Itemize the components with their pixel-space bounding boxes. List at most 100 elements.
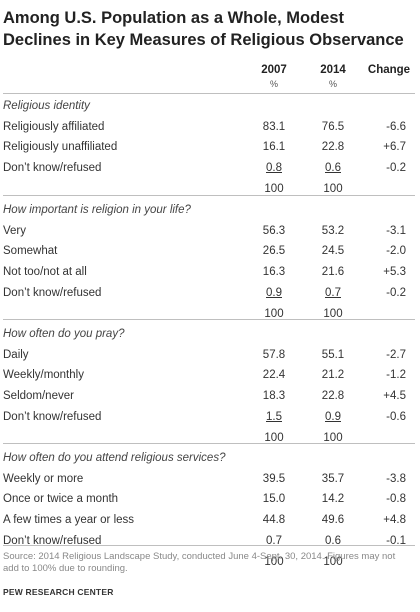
value-2007: 0.9 — [266, 286, 282, 299]
section-divider — [3, 195, 415, 196]
section-divider — [3, 93, 415, 94]
total-2007: 100 — [264, 555, 284, 568]
section-question: How important is religion in your life? — [0, 204, 420, 224]
row-label: Religiously affiliated — [3, 120, 105, 133]
value-2007: 18.3 — [262, 390, 286, 403]
value-change: +4.8 — [383, 514, 406, 527]
value-change: +4.5 — [383, 390, 406, 403]
value-2007: 22.4 — [262, 369, 286, 382]
table-row: Once or twice a month 15.0 14.2 -0.8 — [0, 493, 420, 513]
source-note: Source: 2014 Religious Landscape Study, … — [3, 551, 396, 574]
total-2007: 100 — [264, 182, 284, 195]
value-change: -0.8 — [386, 493, 406, 506]
section-divider — [3, 319, 415, 320]
section-question: Religious identity — [0, 100, 420, 120]
column-header-2014: 2014 — [320, 64, 346, 76]
organization-name: PEW RESEARCH CENTER — [3, 587, 114, 597]
value-change: -1.2 — [386, 369, 406, 382]
unit-label-2014: % — [328, 79, 337, 89]
column-header-2007: 2007 — [261, 64, 287, 76]
value-2007: 83.1 — [262, 120, 286, 133]
total-2007: 100 — [264, 431, 284, 444]
value-2014: 24.5 — [321, 245, 345, 258]
value-change: +5.3 — [383, 266, 406, 279]
total-2014: 100 — [323, 182, 343, 195]
value-change: -0.6 — [386, 410, 406, 423]
row-label: Don’t know/refused — [3, 162, 102, 175]
section-divider — [3, 443, 415, 444]
value-2007: 57.8 — [262, 348, 286, 361]
table-row: Seldom/never 18.3 22.8 +4.5 — [0, 390, 420, 410]
value-2007: 16.3 — [262, 266, 286, 279]
section-question: How often do you attend religious servic… — [0, 452, 420, 472]
total-row: 100 100 — [0, 556, 420, 576]
table-row: Somewhat 26.5 24.5 -2.0 — [0, 245, 420, 265]
table-row: Weekly or more 39.5 35.7 -3.8 — [0, 473, 420, 493]
question-label: How often do you attend religious servic… — [3, 452, 226, 464]
row-label: Very — [3, 224, 27, 237]
value-2014: 0.7 — [325, 286, 341, 299]
value-2007: 44.8 — [262, 514, 286, 527]
value-2007: 15.0 — [262, 493, 286, 506]
row-label: Somewhat — [3, 245, 58, 258]
table-row: Weekly/monthly 22.4 21.2 -1.2 — [0, 369, 420, 389]
value-2014: 76.5 — [321, 120, 345, 133]
row-label: Seldom/never — [3, 390, 74, 403]
value-2014: 0.6 — [325, 534, 341, 547]
value-change: -3.8 — [386, 472, 406, 485]
value-2014: 14.2 — [321, 493, 345, 506]
value-2007: 39.5 — [262, 472, 286, 485]
value-2007: 1.5 — [266, 410, 282, 423]
value-2014: 21.2 — [321, 369, 345, 382]
row-label: Don’t know/refused — [3, 286, 102, 299]
table-row: Don’t know/refused 1.5 0.9 -0.6 — [0, 411, 420, 431]
table-row: Not too/not at all 16.3 21.6 +5.3 — [0, 266, 420, 286]
value-change: -0.2 — [386, 286, 406, 299]
table-row: Religiously affiliated 83.1 76.5 -6.6 — [0, 121, 420, 141]
table-row: Daily 57.8 55.1 -2.7 — [0, 349, 420, 369]
table-row: A few times a year or less 44.8 49.6 +4.8 — [0, 514, 420, 534]
value-change: -6.6 — [386, 120, 406, 133]
total-row: 100 100 — [0, 308, 420, 328]
row-label: Weekly or more — [3, 472, 84, 485]
row-label: Don’t know/refused — [3, 534, 102, 547]
section-question: How often do you pray? — [0, 328, 420, 348]
value-2014: 35.7 — [321, 472, 345, 485]
value-2007: 0.7 — [266, 534, 282, 547]
row-label: Once or twice a month — [3, 493, 119, 506]
value-2014: 49.6 — [321, 514, 345, 527]
value-2014: 22.8 — [321, 141, 345, 154]
value-2014: 55.1 — [321, 348, 345, 361]
total-row: 100 100 — [0, 183, 420, 203]
question-label: Religious identity — [3, 100, 90, 112]
table-row: Very 56.3 53.2 -3.1 — [0, 225, 420, 245]
value-2014: 0.6 — [325, 162, 341, 175]
value-2007: 0.8 — [266, 162, 282, 175]
value-2007: 16.1 — [262, 141, 286, 154]
value-change: -2.0 — [386, 245, 406, 258]
row-label: Religiously unaffiliated — [3, 141, 118, 154]
value-2007: 26.5 — [262, 245, 286, 258]
value-2014: 21.6 — [321, 266, 345, 279]
row-label: Don’t know/refused — [3, 410, 102, 423]
table-row: Don’t know/refused 0.9 0.7 -0.2 — [0, 287, 420, 307]
total-2007: 100 — [264, 307, 284, 320]
value-change: -3.1 — [386, 224, 406, 237]
question-label: How often do you pray? — [3, 328, 125, 340]
question-label: How important is religion in your life? — [3, 204, 191, 216]
table-row: Religiously unaffiliated 16.1 22.8 +6.7 — [0, 141, 420, 161]
table-row: Don’t know/refused 0.7 0.6 -0.1 — [0, 535, 420, 555]
value-change: -2.7 — [386, 348, 406, 361]
page-title: Among U.S. Population as a Whole, Modest… — [3, 9, 404, 49]
row-label: A few times a year or less — [3, 514, 135, 527]
column-header-change: Change — [367, 64, 411, 76]
footer-divider — [3, 545, 415, 546]
total-2014: 100 — [323, 431, 343, 444]
row-label: Not too/not at all — [3, 266, 87, 279]
value-change: -0.1 — [386, 534, 406, 547]
value-2014: 0.9 — [325, 410, 341, 423]
unit-label-2007: % — [269, 79, 278, 89]
total-2014: 100 — [323, 555, 343, 568]
value-2014: 53.2 — [321, 224, 345, 237]
